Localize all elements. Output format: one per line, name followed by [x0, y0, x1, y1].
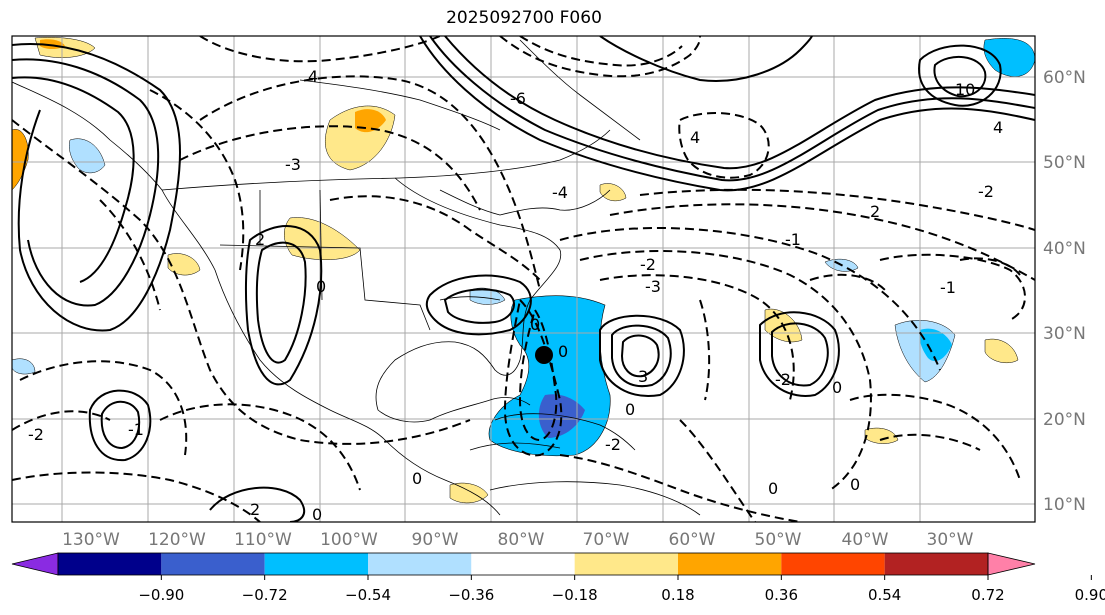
colorbar-swatch: [781, 553, 885, 575]
colorbar-tick-label: −0.18: [552, 586, 598, 604]
contour-label: 0: [412, 469, 422, 488]
contour-label: 0: [625, 400, 635, 419]
yellow-shade-3: [167, 253, 201, 276]
lon-label: 70°W: [583, 530, 630, 550]
blue-shade-2: [919, 328, 952, 362]
contour-label: 3: [638, 367, 648, 386]
colorbar-tick-label: −0.54: [345, 586, 391, 604]
orange-shade-3: [12, 129, 29, 191]
lat-axis-labels: 60°N 50°N 40°N 30°N 20°N 10°N: [1043, 68, 1086, 515]
plot-frame: [11, 35, 1036, 523]
colorbar: −0.90 −0.72 −0.54 −0.36 −0.18 0.18 0.36 0.54 0.7…: [11, 552, 1105, 604]
colorbar-tick-label: 0.36: [765, 586, 798, 604]
contour-label: -2: [605, 435, 621, 454]
colorbar-swatch: [264, 553, 368, 575]
contour-label: -1: [128, 420, 144, 439]
map-title: 2025092700 F060: [446, 8, 602, 28]
solid-contours: [12, 36, 1035, 522]
orange-shade-1b: [355, 109, 386, 133]
colorbar-tick-label: −0.90: [138, 586, 184, 604]
contour-label: -2: [978, 182, 994, 201]
contour-label: 0: [558, 342, 568, 361]
contour-label: 2: [255, 230, 265, 249]
contour-label: -2: [775, 370, 791, 389]
lon-label: 130°W: [62, 530, 120, 550]
colorbar-tick-label: −0.72: [242, 586, 288, 604]
colorbar-swatch: [574, 553, 678, 575]
lat-label: 30°N: [1043, 324, 1086, 344]
lon-label: 40°W: [842, 530, 889, 550]
contour-label: -2: [28, 425, 44, 444]
lon-label: 30°W: [927, 530, 974, 550]
dashed-contours: [12, 36, 1035, 522]
contour-label: 2: [870, 202, 880, 221]
lon-label: 100°W: [320, 530, 378, 550]
contour-label: 4: [690, 128, 700, 147]
contour-label: -1: [940, 278, 956, 297]
yellow-shade-5: [864, 427, 899, 444]
lat-label: 50°N: [1043, 153, 1086, 173]
light-blue-shade-nw: [69, 138, 106, 174]
colorbar-tick-label: 0.18: [661, 586, 694, 604]
colorbar-swatch: [678, 553, 782, 575]
lon-label: 110°W: [234, 530, 292, 550]
storm-center-marker: [535, 346, 553, 364]
light-blue-shade-3: [469, 287, 506, 305]
contour-label: 10: [955, 80, 975, 99]
colorbar-extend-low: [11, 552, 59, 576]
graticule: [12, 36, 1035, 522]
lon-axis-labels: 130°W 120°W 110°W 100°W 90°W 80°W 70°W 6…: [62, 530, 974, 550]
contour-label: 0: [850, 475, 860, 494]
colorbar-extend-high: [987, 552, 1036, 576]
yellow-shade-4: [449, 482, 489, 504]
colorbar-tick-label: 0.54: [868, 586, 901, 604]
yellow-shade-6: [984, 338, 1019, 363]
lon-label: 50°W: [755, 530, 802, 550]
lat-label: 40°N: [1043, 239, 1086, 259]
lat-label: 20°N: [1043, 410, 1086, 430]
contour-labels: 4 2 -3 -1 -2 -3 -1 0 0 -2 3 0 2 0 0 0 -1…: [28, 67, 1003, 524]
lon-label: 90°W: [412, 530, 459, 550]
colorbar-tick-label: −0.36: [448, 586, 494, 604]
lon-label: 60°W: [669, 530, 716, 550]
contour-label: 4: [993, 118, 1003, 137]
lon-label: 120°W: [148, 530, 206, 550]
colorbar-frame: [57, 552, 989, 576]
lon-label: 80°W: [498, 530, 545, 550]
colorbar-swatch: [161, 553, 265, 575]
contour-label: -2: [640, 255, 656, 274]
contour-label: 4: [308, 67, 318, 86]
colorbar-tick-label: 0.90: [1075, 586, 1105, 604]
lat-label: 10°N: [1043, 495, 1086, 515]
contour-label: 0: [316, 277, 326, 296]
contour-label: -3: [285, 155, 301, 174]
shaded-anomalies: [12, 37, 1035, 504]
contour-label: 0: [530, 315, 540, 334]
contour-label: -3: [645, 277, 661, 296]
light-blue-shade-ne: [983, 38, 1035, 77]
contour-label: -1: [785, 230, 801, 249]
contour-label: -6: [510, 89, 526, 108]
contour-label: 0: [832, 378, 842, 397]
colorbar-tick-label: 0.72: [971, 586, 1004, 604]
contour-label: -4: [552, 183, 568, 202]
colorbar-swatch: [368, 553, 472, 575]
colorbar-swatch: [471, 553, 575, 575]
light-blue-shade-5: [12, 358, 36, 375]
contour-label: 2: [250, 500, 260, 519]
colorbar-swatch: [58, 553, 162, 575]
colorbar-swatch: [884, 553, 988, 575]
lat-label: 60°N: [1043, 68, 1086, 88]
contour-label: 0: [312, 505, 322, 524]
contour-label: 0: [768, 479, 778, 498]
